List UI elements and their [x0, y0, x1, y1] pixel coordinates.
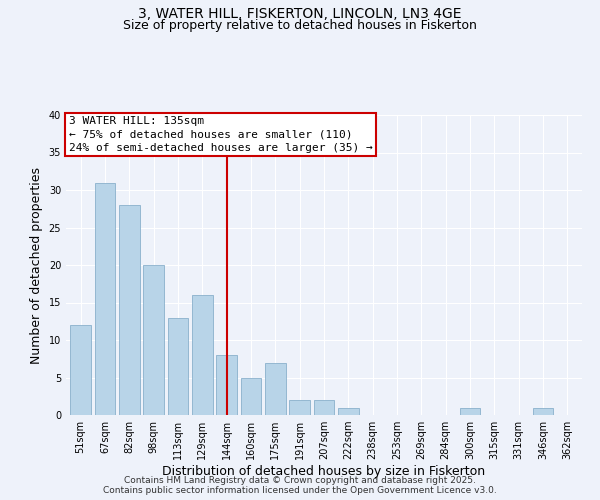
- Bar: [338, 408, 359, 415]
- Bar: [216, 355, 237, 415]
- Text: 3, WATER HILL, FISKERTON, LINCOLN, LN3 4GE: 3, WATER HILL, FISKERTON, LINCOLN, LN3 4…: [138, 8, 462, 22]
- Text: 3 WATER HILL: 135sqm
← 75% of detached houses are smaller (110)
24% of semi-deta: 3 WATER HILL: 135sqm ← 75% of detached h…: [68, 116, 373, 153]
- Bar: [119, 205, 140, 415]
- Bar: [192, 295, 212, 415]
- Bar: [241, 378, 262, 415]
- Bar: [289, 400, 310, 415]
- Text: Contains HM Land Registry data © Crown copyright and database right 2025.: Contains HM Land Registry data © Crown c…: [124, 476, 476, 485]
- Bar: [143, 265, 164, 415]
- Text: Contains public sector information licensed under the Open Government Licence v3: Contains public sector information licen…: [103, 486, 497, 495]
- Bar: [460, 408, 481, 415]
- Bar: [95, 182, 115, 415]
- X-axis label: Distribution of detached houses by size in Fiskerton: Distribution of detached houses by size …: [163, 465, 485, 478]
- Bar: [70, 325, 91, 415]
- Bar: [167, 318, 188, 415]
- Text: Size of property relative to detached houses in Fiskerton: Size of property relative to detached ho…: [123, 18, 477, 32]
- Bar: [314, 400, 334, 415]
- Bar: [533, 408, 553, 415]
- Y-axis label: Number of detached properties: Number of detached properties: [30, 166, 43, 364]
- Bar: [265, 362, 286, 415]
